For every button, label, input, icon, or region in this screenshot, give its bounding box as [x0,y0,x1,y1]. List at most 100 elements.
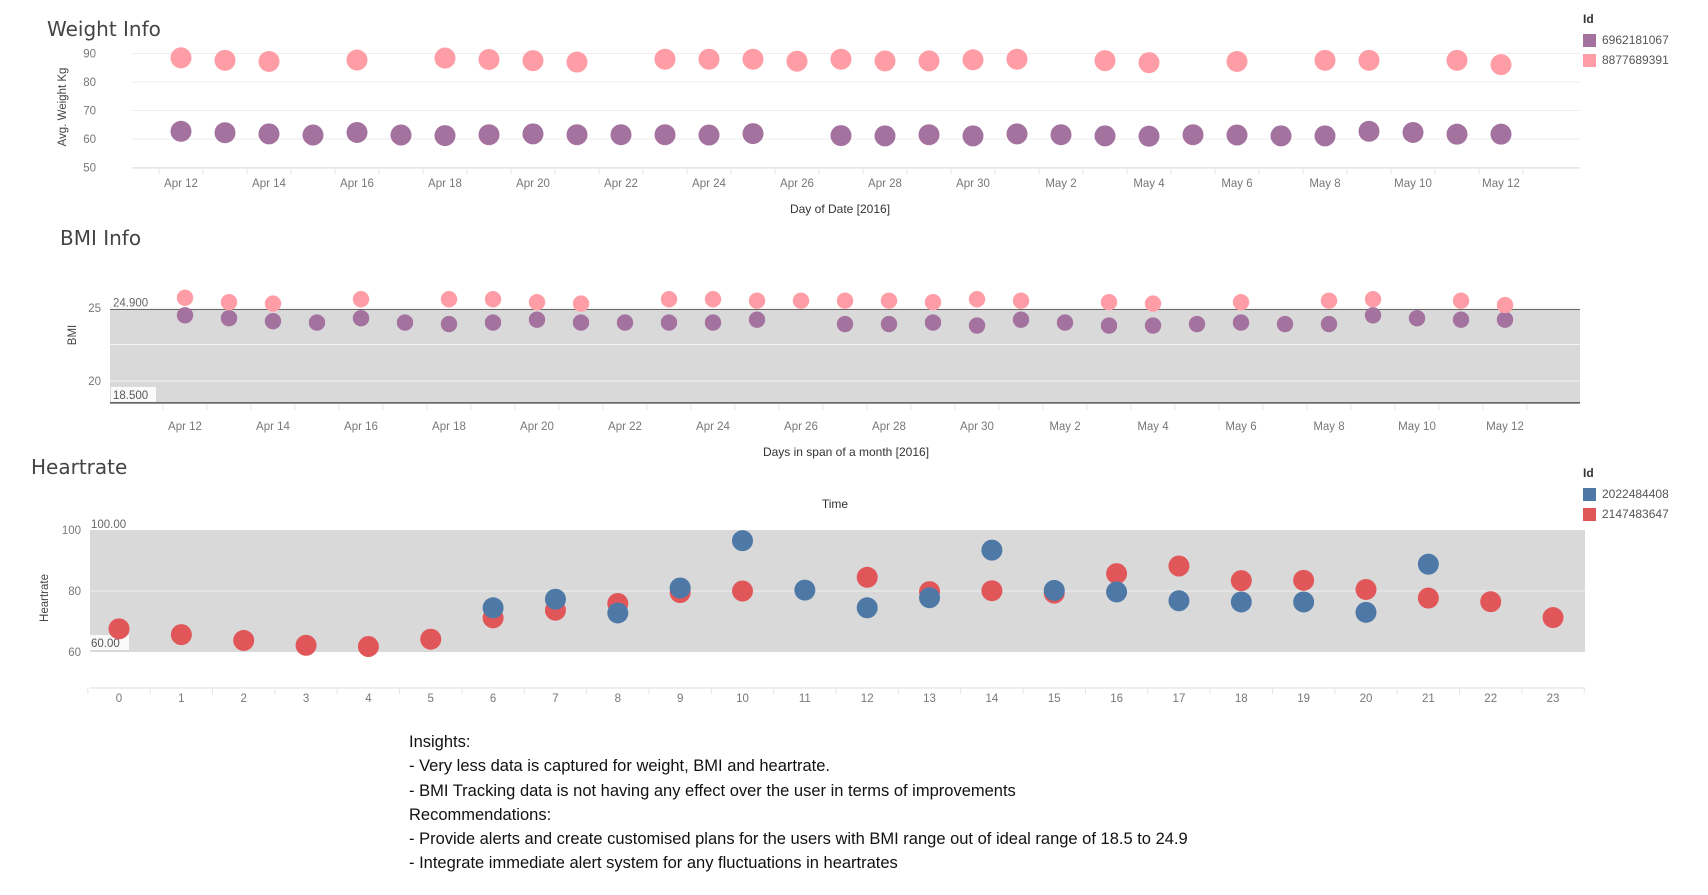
bmi-data-point [352,310,370,327]
weight-data-point [610,124,632,146]
heartrate-data-point [295,634,317,656]
bmi-data-point [484,314,502,331]
heartrate-data-point [919,587,941,609]
weight-legend-label: 6962181067 [1602,33,1669,47]
heartrate-band-upper-label: 100.00 [91,519,126,531]
weight-data-point [1182,124,1204,146]
heartrate-y-axis-label: Heartrate [39,574,51,622]
weight-data-point [1094,125,1116,147]
weight-x-tick-label: May 2 [1045,178,1076,190]
heartrate-data-point [544,588,566,610]
bmi-data-point [968,291,986,308]
bmi-data-point [1232,293,1250,311]
weight-x-tick-label: Apr 18 [428,178,462,190]
weight-x-tick-label: Apr 20 [516,178,550,190]
bmi-data-point [352,291,370,308]
weight-data-point [1446,49,1468,71]
weight-legend-item[interactable]: 8877689391 [1583,50,1669,70]
heartrate-x-tick-label: 12 [861,693,874,705]
weight-legend-title: Id [1583,12,1594,26]
bmi-y-tick-label: 25 [88,303,101,315]
heartrate-legend-label: 2147483647 [1602,507,1669,521]
bmi-data-point [220,310,238,327]
bmi-data-point [1056,314,1074,331]
heartrate-x-tick-label: 7 [552,693,558,705]
heartrate-data-point [981,580,1003,602]
bmi-data-point [440,315,458,333]
heartrate-data-point [1542,607,1564,629]
weight-data-point [1050,124,1072,146]
bmi-band-lower-label-bg [111,386,156,402]
legend-swatch [1583,507,1596,521]
weight-data-point [1226,124,1248,146]
heartrate-y-tick-label: 100 [62,525,81,537]
bmi-x-tick-label: Apr 20 [520,421,554,433]
heartrate-data-point [732,580,753,602]
weight-legend-label: 8877689391 [1602,53,1669,67]
heartrate-legend-item[interactable]: 2147483647 [1583,504,1669,524]
heartrate-x-tick-label: 23 [1547,693,1560,705]
weight-x-tick-label: Apr 26 [780,178,814,190]
heartrate-x-tick-label: 22 [1484,693,1497,705]
weight-data-point [962,125,984,147]
weight-x-tick-label: May 6 [1221,178,1252,190]
heartrate-legend: Id 2022484408 2147483647 [1583,466,1669,524]
bmi-data-point [1364,307,1382,324]
bmi-data-point [1276,315,1294,333]
weight-data-point [346,121,368,143]
weight-data-point [1314,125,1336,147]
heartrate-data-point [1106,581,1128,603]
heartrate-top-axis-label: Time [822,497,849,511]
heartrate-data-point [1293,569,1315,591]
weight-data-point [214,49,236,71]
bmi-data-point [528,293,546,311]
insight-line: - Very less data is captured for weight,… [409,757,830,776]
heartrate-chart-title: Heartrate [31,455,128,479]
bmi-data-point [1452,292,1470,309]
bmi-data-point [528,311,546,328]
heartrate-data-point [233,629,255,651]
recommendation-line: - Provide alerts and create customised p… [409,830,1188,849]
weight-legend-item[interactable]: 6962181067 [1583,30,1669,50]
bmi-data-point [1012,292,1030,309]
heartrate-data-point [981,539,1003,561]
heartrate-data-point [1168,555,1190,577]
bmi-y-axis-label: BMI [67,325,79,345]
bmi-x-tick-label: May 10 [1398,421,1436,433]
bmi-band-upper-label: 24.900 [113,297,148,309]
bmi-x-tick-label: Apr 24 [696,421,730,433]
heartrate-data-point [420,628,442,650]
weight-data-point [698,48,720,70]
bmi-data-point [176,289,194,306]
insights-panel: Insights: - Very less data is captured f… [409,730,1188,876]
heartrate-x-tick-label: 9 [677,693,683,705]
weight-data-point [654,124,676,146]
heartrate-data-point [1417,587,1439,609]
heartrate-data-point [1168,590,1190,612]
heartrate-data-point [1417,553,1439,575]
bmi-x-tick-label: May 8 [1313,421,1344,433]
bmi-x-tick-label: May 4 [1137,421,1169,433]
weight-data-point [1226,50,1248,72]
weight-data-point [874,50,896,72]
bmi-data-point [1320,315,1338,333]
bmi-data-point [264,312,282,330]
bmi-data-point [1012,311,1030,328]
weight-data-point [698,124,720,146]
bmi-data-point [968,317,986,334]
bmi-data-point [1452,311,1470,328]
weight-data-point [786,50,808,72]
bmi-data-point [836,315,854,333]
heartrate-x-tick-label: 3 [303,693,309,705]
heartrate-x-tick-label: 10 [736,693,749,705]
heartrate-data-point [669,577,691,599]
weight-x-tick-label: May 10 [1394,178,1432,190]
insights-heading: Insights: [409,733,471,751]
heartrate-legend-item[interactable]: 2022484408 [1583,484,1669,504]
heartrate-x-tick-label: 4 [365,693,372,705]
legend-swatch [1583,487,1596,501]
heartrate-legend-title: Id [1583,466,1594,480]
bmi-x-tick-label: Apr 18 [432,421,466,433]
heartrate-data-point [170,624,192,646]
heartrate-data-point [108,618,130,640]
